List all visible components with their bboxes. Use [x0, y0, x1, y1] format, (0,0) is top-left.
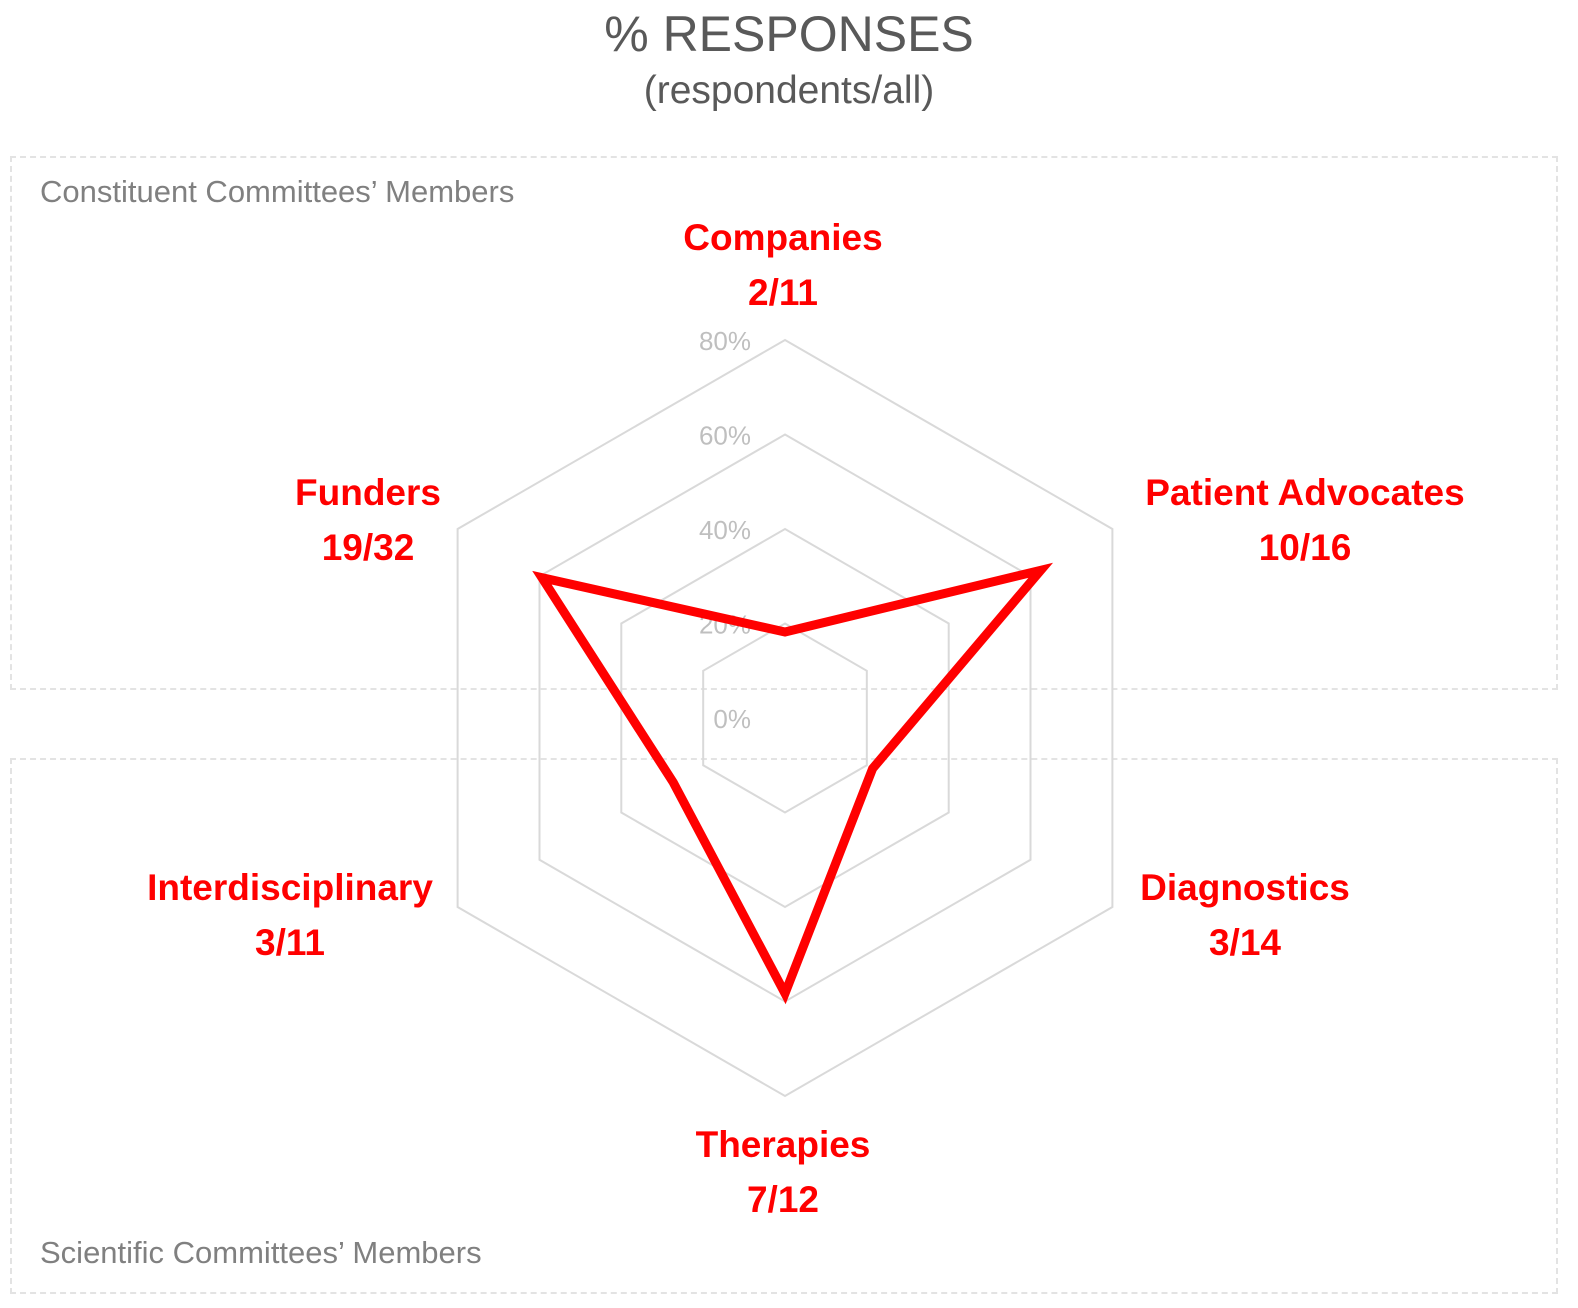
category-name: Funders [295, 472, 441, 513]
category-name: Therapies [695, 1124, 871, 1165]
data-point [1039, 569, 1042, 572]
data-point [784, 631, 786, 633]
grid-ring [456, 338, 1114, 1098]
scientific-committees-label: Scientific Committees’ Members [40, 1235, 482, 1270]
chart-title: % RESPONSES [604, 6, 974, 62]
category-name: Patient Advocates [1145, 472, 1465, 513]
constituent-committees-label: Constituent Committees’ Members [40, 174, 515, 209]
category-ratio: 3/14 [1208, 922, 1281, 963]
grid-ring [620, 527, 950, 909]
grid-ring [538, 433, 1032, 1003]
category-ratio: 2/11 [748, 272, 818, 313]
tick-label: 40% [699, 515, 751, 545]
chart-subtitle: (respondents/all) [643, 69, 935, 112]
category-ratio: 3/11 [255, 922, 325, 963]
series-line [532, 562, 1054, 1005]
tick-label: 60% [699, 421, 751, 451]
radar-series [532, 562, 1054, 1005]
tick-label: 0% [713, 704, 751, 734]
category-label-therapies: Therapies 7/12 [663, 1117, 903, 1227]
category-ratio: 19/32 [321, 527, 415, 568]
radar-tick-labels: 0%20%40%60%80% [699, 326, 751, 734]
category-name: Companies [683, 217, 883, 258]
data-point [672, 781, 675, 784]
category-label-companies: Companies 2/11 [633, 210, 933, 320]
data-point [784, 992, 786, 995]
grid-ring [702, 622, 868, 814]
category-label-patient-advocates: Patient Advocates 10/16 [1125, 465, 1485, 575]
category-label-funders: Funders 19/32 [248, 465, 488, 575]
category-ratio: 7/12 [746, 1179, 819, 1220]
category-ratio: 10/16 [1258, 527, 1352, 568]
category-label-diagnostics: Diagnostics 3/14 [1110, 860, 1380, 970]
tick-label: 80% [699, 326, 751, 356]
category-label-interdisciplinary: Interdisciplinary 3/11 [130, 860, 450, 970]
category-name: Diagnostics [1140, 867, 1350, 908]
constituent-committees-box [10, 156, 1558, 690]
data-point [871, 767, 874, 770]
category-name: Interdisciplinary [147, 867, 433, 908]
data-point [540, 576, 543, 579]
scientific-committees-box [10, 758, 1558, 1294]
